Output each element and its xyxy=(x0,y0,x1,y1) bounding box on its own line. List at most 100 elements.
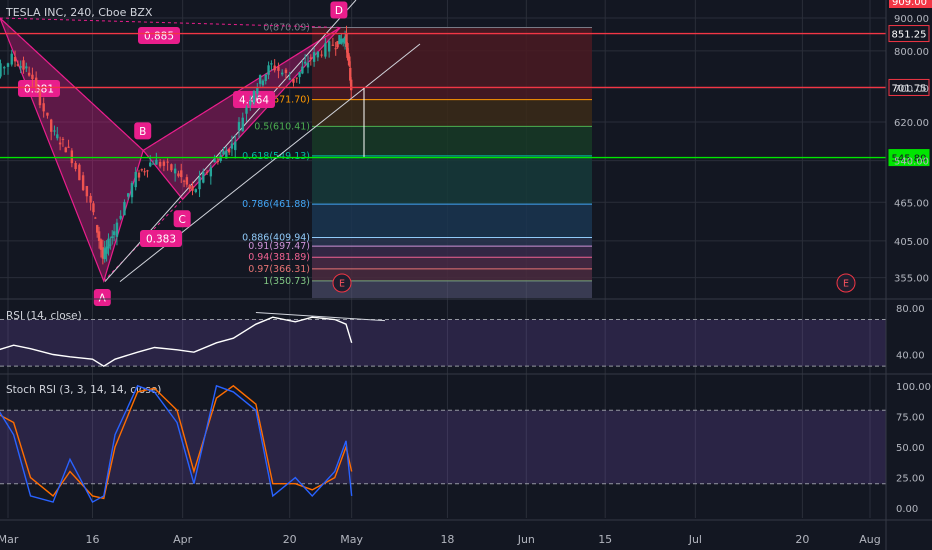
candle-body xyxy=(109,244,112,246)
pattern-point-marker xyxy=(173,210,191,228)
candle-body xyxy=(177,173,180,177)
candle-body xyxy=(56,134,59,139)
fib-zone xyxy=(312,204,592,238)
rsi-trendline xyxy=(255,312,386,322)
fib-level-label: 0(870.09) xyxy=(263,22,310,33)
fib-level-label: 0.97(366.31) xyxy=(248,264,310,275)
candle-body xyxy=(111,236,114,238)
price-tag xyxy=(888,149,930,167)
horizontal-lines: 851.25 701.75 545.80 xyxy=(0,25,930,167)
candle-body xyxy=(185,177,189,185)
fib-level-label: 0.886(409.94) xyxy=(242,232,310,243)
time-tick-label: 20 xyxy=(795,533,809,546)
fib-level-label: 0.618(549.13) xyxy=(242,151,310,162)
price-tick-label: 900.00 xyxy=(894,14,929,25)
stoch-tick-label: 50.00 xyxy=(896,443,925,454)
candle-body xyxy=(81,175,85,191)
stoch-tick-label: 0.00 xyxy=(896,504,918,515)
candle-body xyxy=(137,172,141,178)
rsi-line xyxy=(0,316,353,367)
candle-body xyxy=(270,63,273,65)
candle-body xyxy=(115,222,119,237)
price-tag-label: 851.25 xyxy=(892,30,927,41)
candle-body xyxy=(188,185,191,189)
candle-body xyxy=(312,52,316,62)
corner-price-tag xyxy=(889,0,932,8)
ratio-badge xyxy=(18,80,60,97)
candle-body xyxy=(74,162,77,169)
candle-body xyxy=(67,146,70,148)
candle-body xyxy=(316,51,320,58)
event-label: E xyxy=(339,279,345,290)
candle-body xyxy=(295,77,298,79)
candle-body xyxy=(158,161,162,167)
price-tick-label: 405.00 xyxy=(894,237,929,248)
price-tick-label: 620.00 xyxy=(894,118,929,129)
candle-body xyxy=(336,41,339,48)
candle-body xyxy=(256,87,259,94)
candle-body xyxy=(94,217,97,219)
candle-body xyxy=(78,164,81,181)
ratio-badge xyxy=(140,230,182,247)
price-tag xyxy=(888,25,930,43)
candle-body xyxy=(334,48,337,50)
stoch-tick-label: 100.00 xyxy=(896,382,931,393)
candle-body xyxy=(303,61,307,64)
time-tick-label: Jun xyxy=(517,533,535,546)
pattern-connector xyxy=(0,17,144,151)
stoch-tick-label: 25.00 xyxy=(896,474,925,485)
candle-body xyxy=(225,150,228,159)
candle-body xyxy=(350,79,353,91)
rsi-band-fill xyxy=(0,319,886,367)
time-tick-label: Apr xyxy=(173,533,193,546)
pattern-point-label: C xyxy=(178,214,185,226)
stoch-rsi-pane: 100.00 75.00 50.00 25.00 0.00 Stoch RSI (3, 3… xyxy=(0,382,931,515)
candle-body xyxy=(10,53,13,65)
candle-body xyxy=(198,176,201,190)
candle-body xyxy=(347,52,350,59)
price-tag xyxy=(888,78,930,96)
candle-body xyxy=(16,64,20,66)
event-label: E xyxy=(843,279,849,290)
candle-body xyxy=(97,231,101,241)
candle-body xyxy=(288,78,291,80)
fib-level-label: 0.5(610.41) xyxy=(254,121,310,132)
candle-body xyxy=(166,161,169,163)
candle-body xyxy=(140,169,144,171)
stoch-band-fill xyxy=(0,410,886,484)
time-tick-label: 15 xyxy=(598,533,612,546)
pattern-connector xyxy=(0,17,341,28)
candle-body xyxy=(258,75,262,84)
fib-zone xyxy=(312,99,592,127)
candle-body xyxy=(284,69,288,74)
candle-body xyxy=(267,65,270,75)
candle-body xyxy=(119,215,122,219)
candle-body xyxy=(61,138,65,140)
pattern-point-marker xyxy=(330,1,348,19)
candle-body xyxy=(277,66,280,71)
candle-body xyxy=(130,183,134,198)
candle-body xyxy=(194,189,197,193)
candle-body xyxy=(64,147,67,153)
candle-body xyxy=(345,33,348,47)
candle-body xyxy=(261,80,265,86)
candle-body xyxy=(348,56,351,66)
time-tick-label: Mar xyxy=(0,533,19,546)
candle-body xyxy=(27,72,31,76)
candle-body xyxy=(22,60,25,70)
candle-body xyxy=(92,203,95,213)
fib-level-label: 1(350.73) xyxy=(263,276,310,287)
candle-body xyxy=(96,225,99,233)
candle-body xyxy=(191,186,194,191)
ratio-label: 0.885 xyxy=(144,31,174,43)
candle-body xyxy=(324,43,327,57)
fib-level-label: 0.786(461.88) xyxy=(242,199,310,210)
candle-body xyxy=(346,43,349,58)
candle-body xyxy=(46,112,49,116)
rsi-tick-label: 80.00 xyxy=(896,304,925,315)
candle-body xyxy=(6,63,10,67)
candle-body xyxy=(151,163,155,165)
pattern-connector xyxy=(142,27,341,151)
candle-body xyxy=(327,41,331,52)
